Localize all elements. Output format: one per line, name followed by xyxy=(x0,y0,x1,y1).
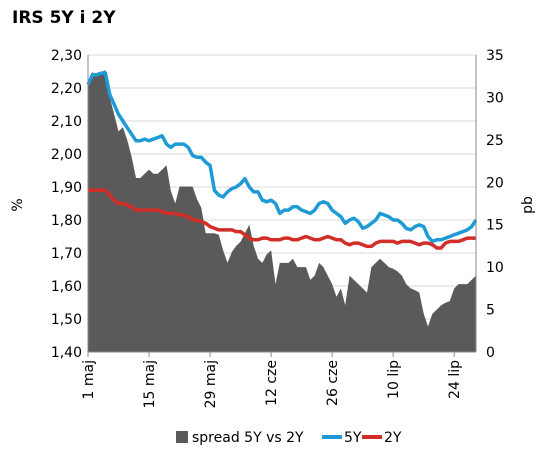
y2-tick-label: 0 xyxy=(486,345,495,361)
y2-tick-label: 5 xyxy=(486,303,495,319)
x-tick-label: 1 maj xyxy=(81,360,97,399)
legend-label-2y: 2Y xyxy=(384,430,402,446)
y-tick-label: 1,60 xyxy=(51,279,82,295)
series-line-2y xyxy=(88,188,476,250)
series-area-spread xyxy=(88,70,476,353)
y2-tick-label: 25 xyxy=(486,133,504,149)
x-tick-label: 10 lip xyxy=(386,360,402,399)
y-tick-label: 1,40 xyxy=(51,345,82,361)
legend-label-5y: 5Y xyxy=(344,430,362,446)
spread-area-layer xyxy=(88,70,476,353)
x-tick-label: 29 maj xyxy=(203,360,219,408)
legend-label-spread: spread 5Y vs 2Y xyxy=(192,430,304,446)
y2-tick-label: 35 xyxy=(486,48,504,64)
y-axis-label: % xyxy=(10,198,26,211)
x-axis-ticks: 1 maj 15 maj 29 maj 12 cze 26 cze 10 lip 24 li… xyxy=(81,360,463,408)
y-tick-label: 2,30 xyxy=(51,48,82,64)
y-tick-label: 1,50 xyxy=(51,312,82,328)
y-tick-label: 1,80 xyxy=(51,213,82,229)
y-tick-label: 2,10 xyxy=(51,114,82,130)
y2-axis-label: pb xyxy=(520,196,536,214)
y2-tick-label: 20 xyxy=(486,175,504,191)
y2-tick-label: 10 xyxy=(486,260,504,276)
series-line-5y xyxy=(86,71,478,244)
y2-tick-label: 30 xyxy=(486,90,504,106)
x-tick-label: 24 lip xyxy=(447,360,463,399)
y-tick-label: 2,20 xyxy=(51,81,82,97)
x-tick-label: 26 cze xyxy=(325,360,341,406)
y-tick-label: 1,70 xyxy=(51,246,82,262)
y-tick-label: 1,90 xyxy=(51,180,82,196)
legend-swatch-spread xyxy=(176,431,188,443)
x-tick-label: 15 maj xyxy=(142,360,158,408)
chart-title: IRS 5Y i 2Y xyxy=(12,8,116,28)
left-axis-ticks: 2,30 2,20 2,10 2,00 1,90 1,80 1,70 1,60 1,50 1,40 xyxy=(51,48,82,361)
right-axis-ticks: 35 30 25 20 15 10 5 0 xyxy=(486,48,504,361)
y-tick-label: 2,00 xyxy=(51,147,82,163)
y2-tick-label: 15 xyxy=(486,218,504,234)
x-tick-label: 12 cze xyxy=(264,360,280,406)
axes-layer xyxy=(87,55,477,357)
legend: spread 5Y vs 2Y 5Y 2Y xyxy=(176,430,402,446)
line-layer xyxy=(86,71,478,250)
